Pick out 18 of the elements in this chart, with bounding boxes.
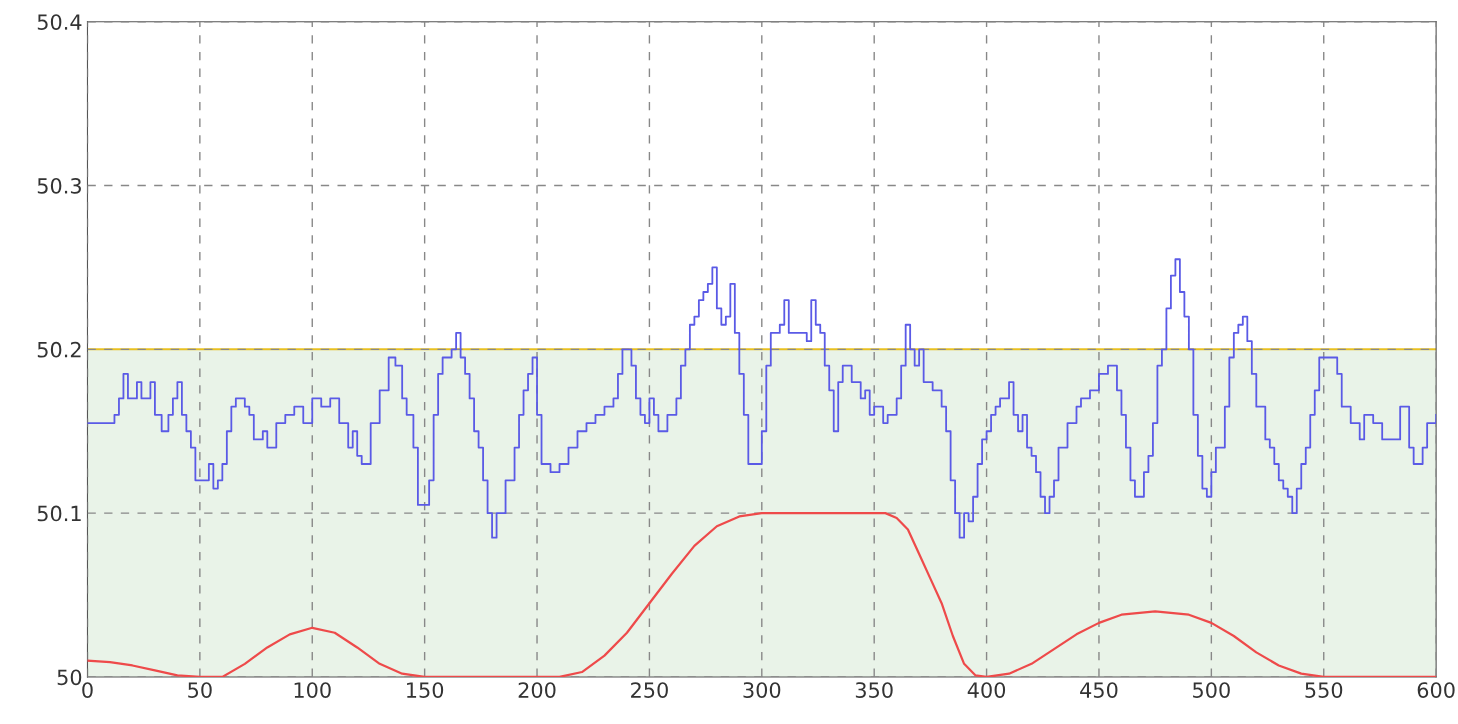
x-tick-label: 200 — [518, 682, 556, 698]
x-tick-label: 50 — [188, 682, 212, 698]
x-tick-label: 400 — [967, 682, 1006, 698]
x-tick-label: 600 — [1417, 682, 1455, 698]
x-tick-label: 150 — [407, 682, 444, 698]
y-tick-label: 50 — [57, 669, 82, 686]
y-tick-label: 50.3 — [37, 177, 81, 194]
y-tick-label: 50.2 — [37, 341, 81, 358]
x-tick-label: 0 — [82, 682, 93, 698]
x-tick-label: 550 — [1305, 682, 1343, 698]
x-tick-label: 350 — [855, 682, 893, 698]
x-tick-label: 500 — [1193, 682, 1230, 698]
y-tick-label: 50.4 — [37, 14, 82, 30]
x-tick-label: 300 — [743, 682, 781, 698]
y-tick-label: 50.1 — [37, 505, 81, 522]
x-tick-label: 450 — [1080, 682, 1118, 698]
x-tick-label: 100 — [294, 682, 331, 698]
x-tick-label: 250 — [631, 682, 668, 698]
